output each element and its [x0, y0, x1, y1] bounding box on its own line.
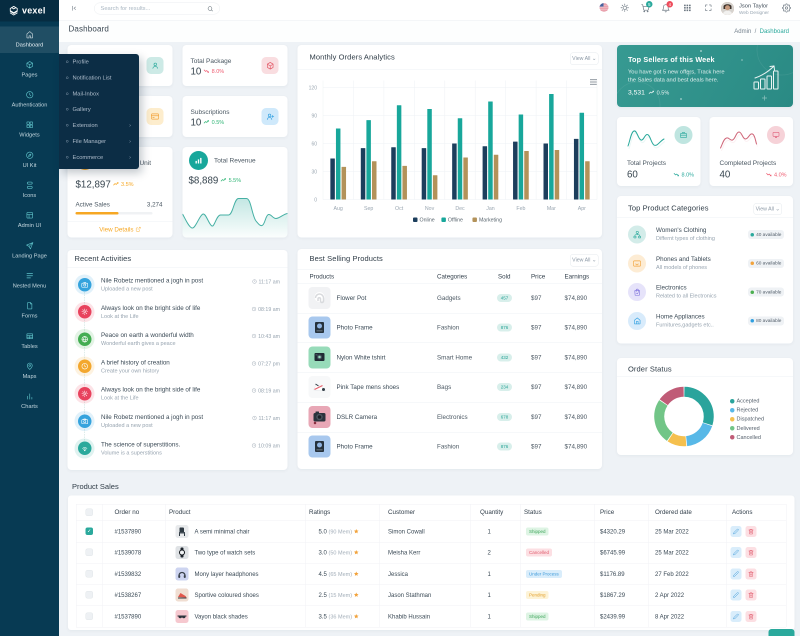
- svg-text:Dec: Dec: [455, 206, 465, 212]
- svg-text:Online: Online: [420, 218, 435, 224]
- svg-text:120: 120: [309, 85, 318, 91]
- svg-text:Aug: Aug: [334, 206, 343, 212]
- svg-text:Marketing: Marketing: [479, 218, 502, 224]
- svg-text:Offline: Offline: [448, 218, 463, 224]
- svg-text:Feb: Feb: [516, 206, 525, 212]
- svg-text:Nov: Nov: [425, 206, 435, 212]
- svg-text:90: 90: [311, 113, 317, 119]
- svg-text:Sep: Sep: [364, 206, 373, 212]
- svg-text:Jan: Jan: [486, 206, 495, 212]
- svg-text:Apr: Apr: [578, 206, 586, 212]
- svg-text:Oct: Oct: [395, 206, 404, 212]
- svg-text:0: 0: [314, 197, 317, 203]
- svg-text:30: 30: [311, 169, 317, 175]
- svg-text:Mar: Mar: [547, 206, 556, 212]
- svg-text:60: 60: [311, 141, 317, 147]
